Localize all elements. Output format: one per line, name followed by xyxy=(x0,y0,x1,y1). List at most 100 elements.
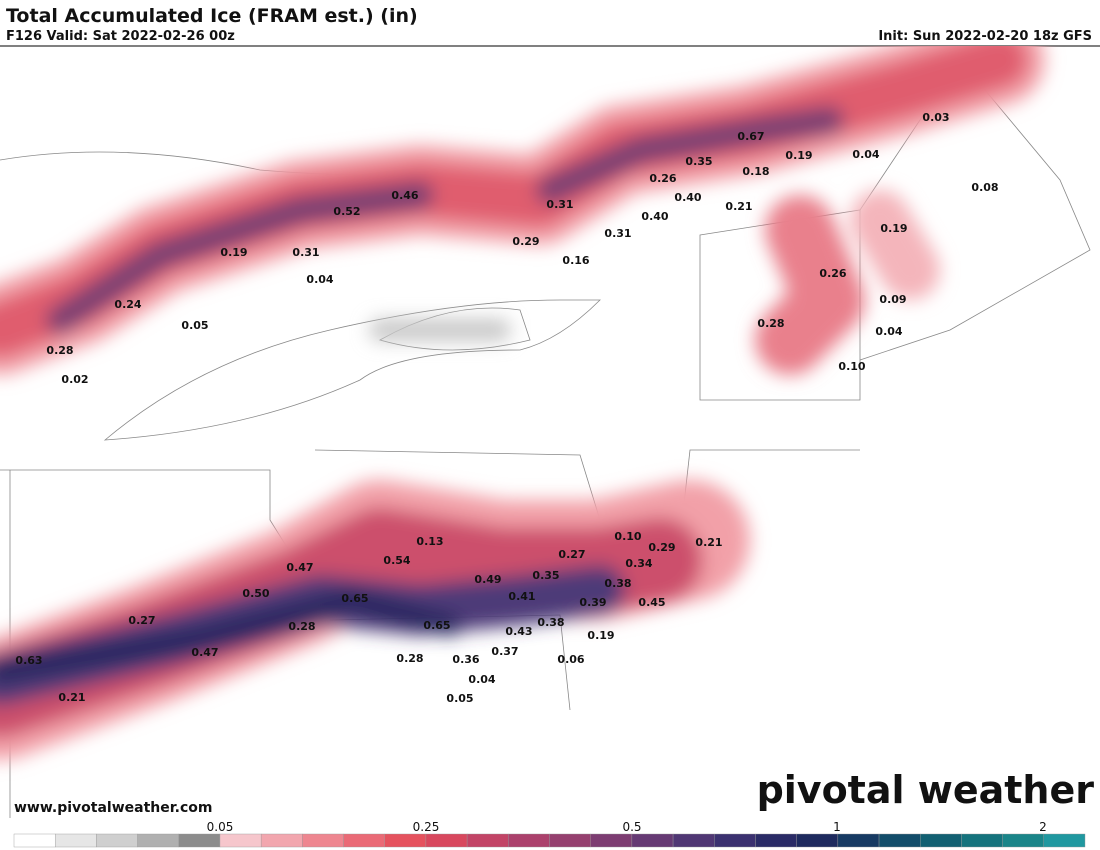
ice-label: 0.18 xyxy=(742,165,769,178)
colorbar-swatch xyxy=(178,833,221,848)
ice-label: 0.28 xyxy=(757,317,784,330)
ice-label: 0.13 xyxy=(416,535,443,548)
ice-label: 0.47 xyxy=(286,561,313,574)
valid-time: F126 Valid: Sat 2022-02-26 00z xyxy=(6,29,235,44)
ice-label: 0.26 xyxy=(649,172,676,185)
ice-label: 0.05 xyxy=(181,319,208,332)
ice-label: 0.47 xyxy=(191,646,218,659)
colorbar-swatch xyxy=(343,833,385,848)
colorbar-swatch xyxy=(96,833,138,848)
ice-label: 0.65 xyxy=(341,592,368,605)
ice-label: 0.04 xyxy=(875,325,902,338)
ice-label: 0.19 xyxy=(880,222,907,235)
ice-label: 0.35 xyxy=(685,155,712,168)
ice-label: 0.40 xyxy=(674,191,701,204)
ice-label: 0.10 xyxy=(614,530,641,543)
colorbar-swatch xyxy=(219,833,262,848)
ice-label: 0.54 xyxy=(383,554,410,567)
ice-label: 0.21 xyxy=(695,536,722,549)
colorbar-swatch xyxy=(590,833,633,848)
ice-label: 0.38 xyxy=(604,577,631,590)
colorbar-swatch xyxy=(302,833,344,848)
colorbar: 0.05 0.25 0.5 1 2 xyxy=(13,820,1086,848)
colorbar-tick-label: 1 xyxy=(833,820,841,834)
colorbar-swatch xyxy=(1002,833,1045,848)
ice-label: 0.28 xyxy=(46,344,73,357)
colorbar-swatch xyxy=(631,833,674,848)
colorbar-tick-label: 2 xyxy=(1039,820,1047,834)
ice-label: 0.45 xyxy=(638,596,665,609)
colorbar-swatch xyxy=(920,833,962,848)
ice-label: 0.46 xyxy=(391,189,418,202)
ice-label: 0.41 xyxy=(508,590,535,603)
point-labels: 0.03 0.67 0.19 0.04 0.35 0.18 0.26 0.08 0.46 0.40… xyxy=(15,111,998,705)
ice-label: 0.28 xyxy=(288,620,315,633)
ice-label: 0.03 xyxy=(922,111,949,124)
ice-label: 0.05 xyxy=(446,692,473,705)
ice-label: 0.27 xyxy=(128,614,155,627)
ice-label: 0.39 xyxy=(579,596,606,609)
colorbar-swatch xyxy=(466,833,509,848)
colorbar-swatch xyxy=(1043,833,1086,848)
map xyxy=(0,46,1091,818)
colorbar-tick-label: 0.25 xyxy=(413,820,440,834)
ice-label: 0.21 xyxy=(58,691,85,704)
ice-label: 0.04 xyxy=(306,273,333,286)
ice-label: 0.52 xyxy=(333,205,360,218)
colorbar-swatch xyxy=(672,833,715,848)
ice-label: 0.35 xyxy=(532,569,559,582)
colorbar-swatch xyxy=(837,833,880,848)
ice-label: 0.04 xyxy=(852,148,879,161)
init-time: Init: Sun 2022-02-20 18z GFS xyxy=(878,29,1092,44)
colorbar-swatch xyxy=(13,833,56,848)
ice-label: 0.34 xyxy=(625,557,652,570)
ice-label: 0.16 xyxy=(562,254,589,267)
colorbar-swatch xyxy=(137,833,179,848)
colorbar-tick-label: 0.5 xyxy=(622,820,641,834)
ice-label: 0.31 xyxy=(546,198,573,211)
ice-label: 0.29 xyxy=(512,235,539,248)
colorbar-swatch xyxy=(425,833,468,848)
colorbar-swatch xyxy=(260,833,303,848)
ice-label: 0.10 xyxy=(838,360,865,373)
ice-label: 0.65 xyxy=(423,619,450,632)
ice-label: 0.27 xyxy=(558,548,585,561)
title: Total Accumulated Ice (FRAM est.) (in) xyxy=(6,5,418,27)
colorbar-swatch xyxy=(796,833,839,848)
logo: pivotal weather xyxy=(757,768,1095,812)
colorbar-swatch xyxy=(755,833,797,848)
ice-label: 0.19 xyxy=(785,149,812,162)
ice-label: 0.19 xyxy=(587,629,614,642)
ice-label: 0.38 xyxy=(537,616,564,629)
ice-label: 0.09 xyxy=(879,293,906,306)
ice-shading xyxy=(0,46,1045,760)
colorbar-swatch xyxy=(961,833,1003,848)
ice-label: 0.37 xyxy=(491,645,518,658)
ice-label: 0.26 xyxy=(819,267,846,280)
ice-label: 0.02 xyxy=(61,373,88,386)
ice-label: 0.40 xyxy=(641,210,668,223)
ice-label: 0.06 xyxy=(557,653,584,666)
ice-label: 0.67 xyxy=(737,130,764,143)
ice-label: 0.43 xyxy=(505,625,532,638)
colorbar-swatch xyxy=(384,833,427,848)
website-url: www.pivotalweather.com xyxy=(14,800,213,816)
ice-label: 0.31 xyxy=(292,246,319,259)
ice-label: 0.04 xyxy=(468,673,495,686)
ice-label: 0.21 xyxy=(725,200,752,213)
ice-label: 0.08 xyxy=(971,181,998,194)
ice-label: 0.28 xyxy=(396,652,423,665)
colorbar-swatch xyxy=(714,833,756,848)
ice-label: 0.29 xyxy=(648,541,675,554)
colorbar-swatch xyxy=(54,833,97,848)
colorbar-swatch xyxy=(549,833,591,848)
ice-label: 0.50 xyxy=(242,587,269,600)
ice-label: 0.36 xyxy=(452,653,479,666)
colorbar-swatch xyxy=(508,833,550,848)
colorbar-swatch xyxy=(878,833,921,848)
ice-label: 0.63 xyxy=(15,654,42,667)
ice-label: 0.24 xyxy=(114,298,141,311)
ice-label: 0.19 xyxy=(220,246,247,259)
